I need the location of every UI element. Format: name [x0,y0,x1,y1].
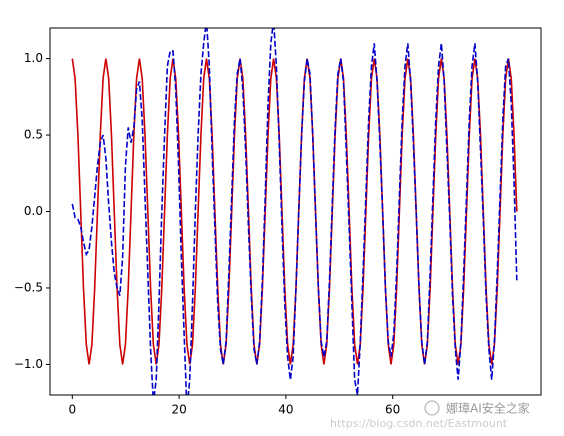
watermark-icon [424,400,440,416]
x-tick-label: 20 [171,403,186,417]
y-tick-label: 0.0 [24,204,43,218]
plot-area [71,28,518,395]
watermark-url: https://blog.csdn.net/Eastmount [330,417,508,430]
x-tick-label: 0 [68,403,76,417]
series-line [71,28,518,395]
x-tick-label: 40 [278,403,293,417]
x-tick-label: 60 [385,403,400,417]
y-tick-label: 1.0 [24,51,43,65]
watermark: 娜璋AI安全之家 [446,401,530,416]
y-tick-label: 0.5 [24,128,43,142]
y-tick-label: −1.0 [14,357,43,371]
y-tick-label: −0.5 [14,280,43,294]
